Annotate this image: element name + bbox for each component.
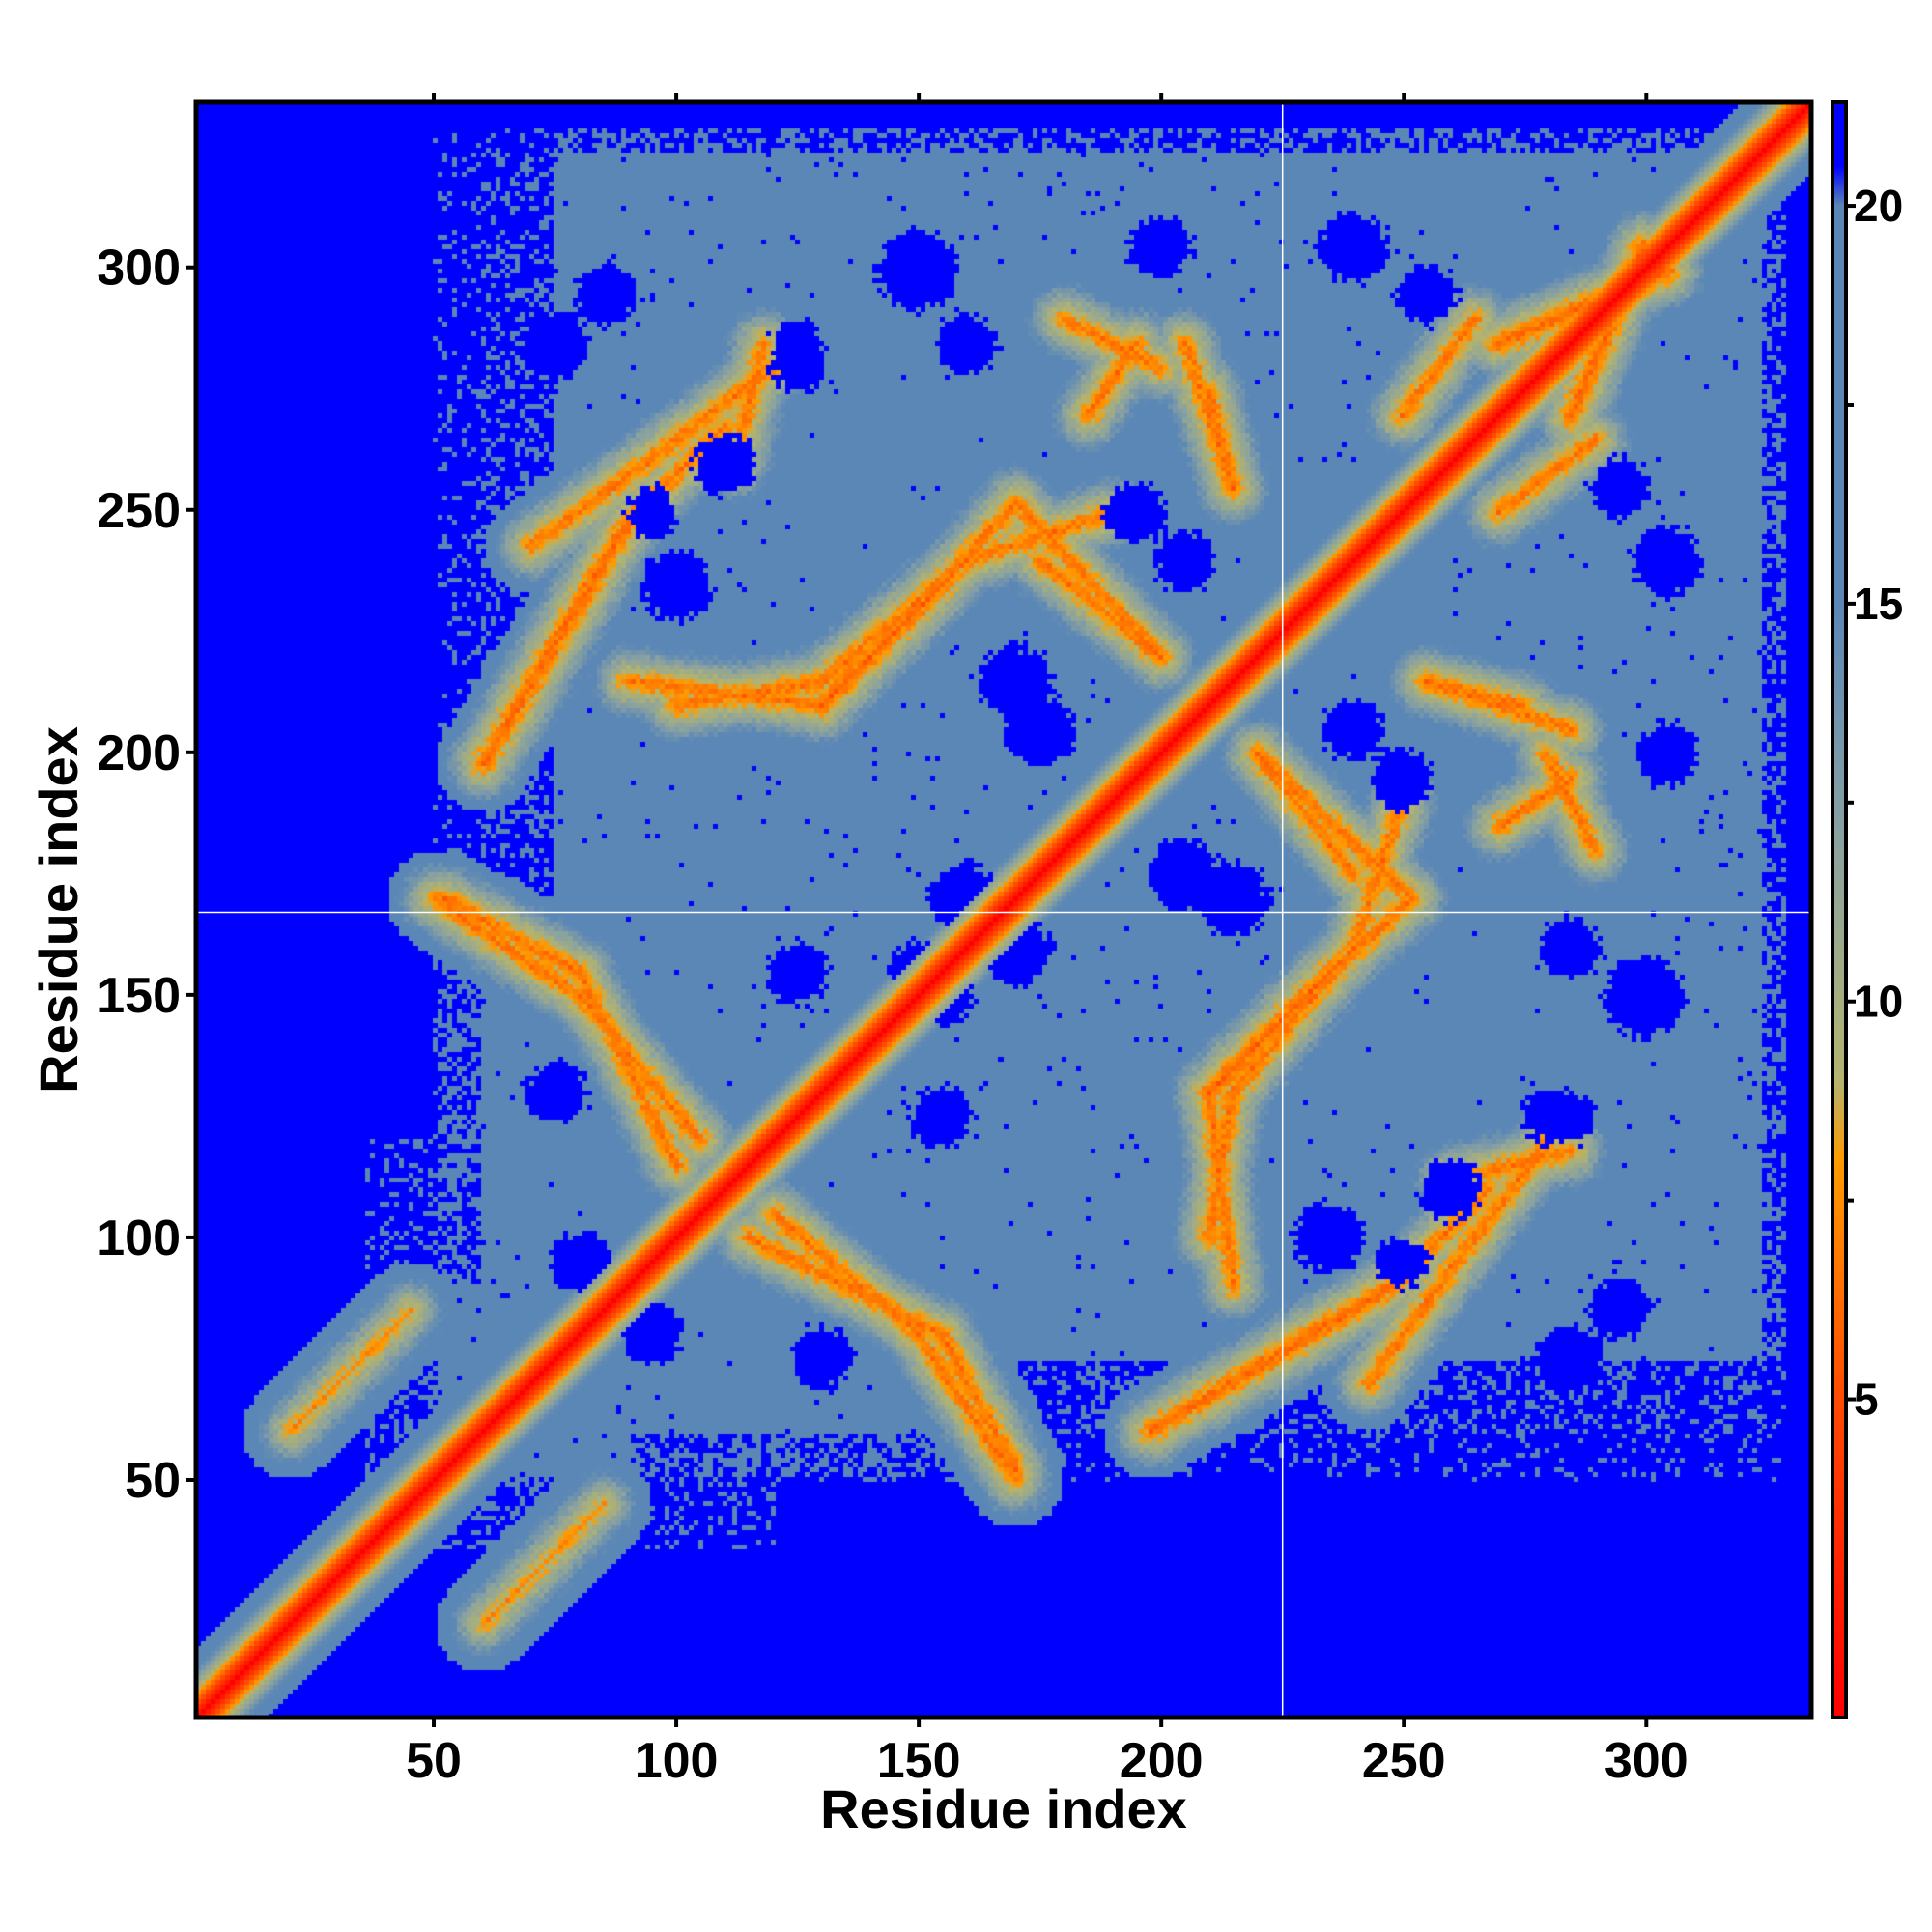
x-axis: 50 100 150 200 250 300 [406, 93, 1689, 1789]
crosshair [196, 102, 1811, 1718]
y-axis-title: Residue index [28, 726, 89, 1094]
colorbar: 5 10 15 20 [1831, 100, 1903, 1719]
colorbar-scale [1831, 100, 1848, 1719]
y-tick-label: 100 [97, 1210, 181, 1266]
x-tick-label: 100 [635, 1733, 719, 1789]
y-tick-label: 200 [97, 725, 181, 781]
y-axis: 50 100 150 200 250 300 [97, 241, 196, 1509]
plot-frame [193, 99, 1814, 1720]
y-tick-label: 50 [125, 1453, 181, 1509]
x-tick-label: 250 [1362, 1733, 1446, 1789]
colorbar-tick-label: 20 [1854, 181, 1903, 231]
y-tick-label: 300 [97, 241, 181, 297]
colorbar-ticks: 5 10 15 20 [1846, 181, 1903, 1425]
colorbar-tick-label: 15 [1854, 579, 1903, 629]
y-tick-label: 150 [97, 968, 181, 1024]
colorbar-tick-label: 5 [1854, 1375, 1879, 1425]
x-tick-label: 200 [1120, 1733, 1204, 1789]
colorbar-tick-label: 10 [1854, 977, 1903, 1027]
y-tick-label: 250 [97, 483, 181, 539]
heatmap-cells [196, 102, 1811, 1718]
x-axis-title: Residue index [820, 1778, 1187, 1839]
x-tick-label: 150 [877, 1733, 961, 1789]
heatmap-plot-area [196, 102, 1811, 1718]
x-tick-label: 50 [406, 1733, 462, 1789]
x-tick-label: 300 [1605, 1733, 1689, 1789]
